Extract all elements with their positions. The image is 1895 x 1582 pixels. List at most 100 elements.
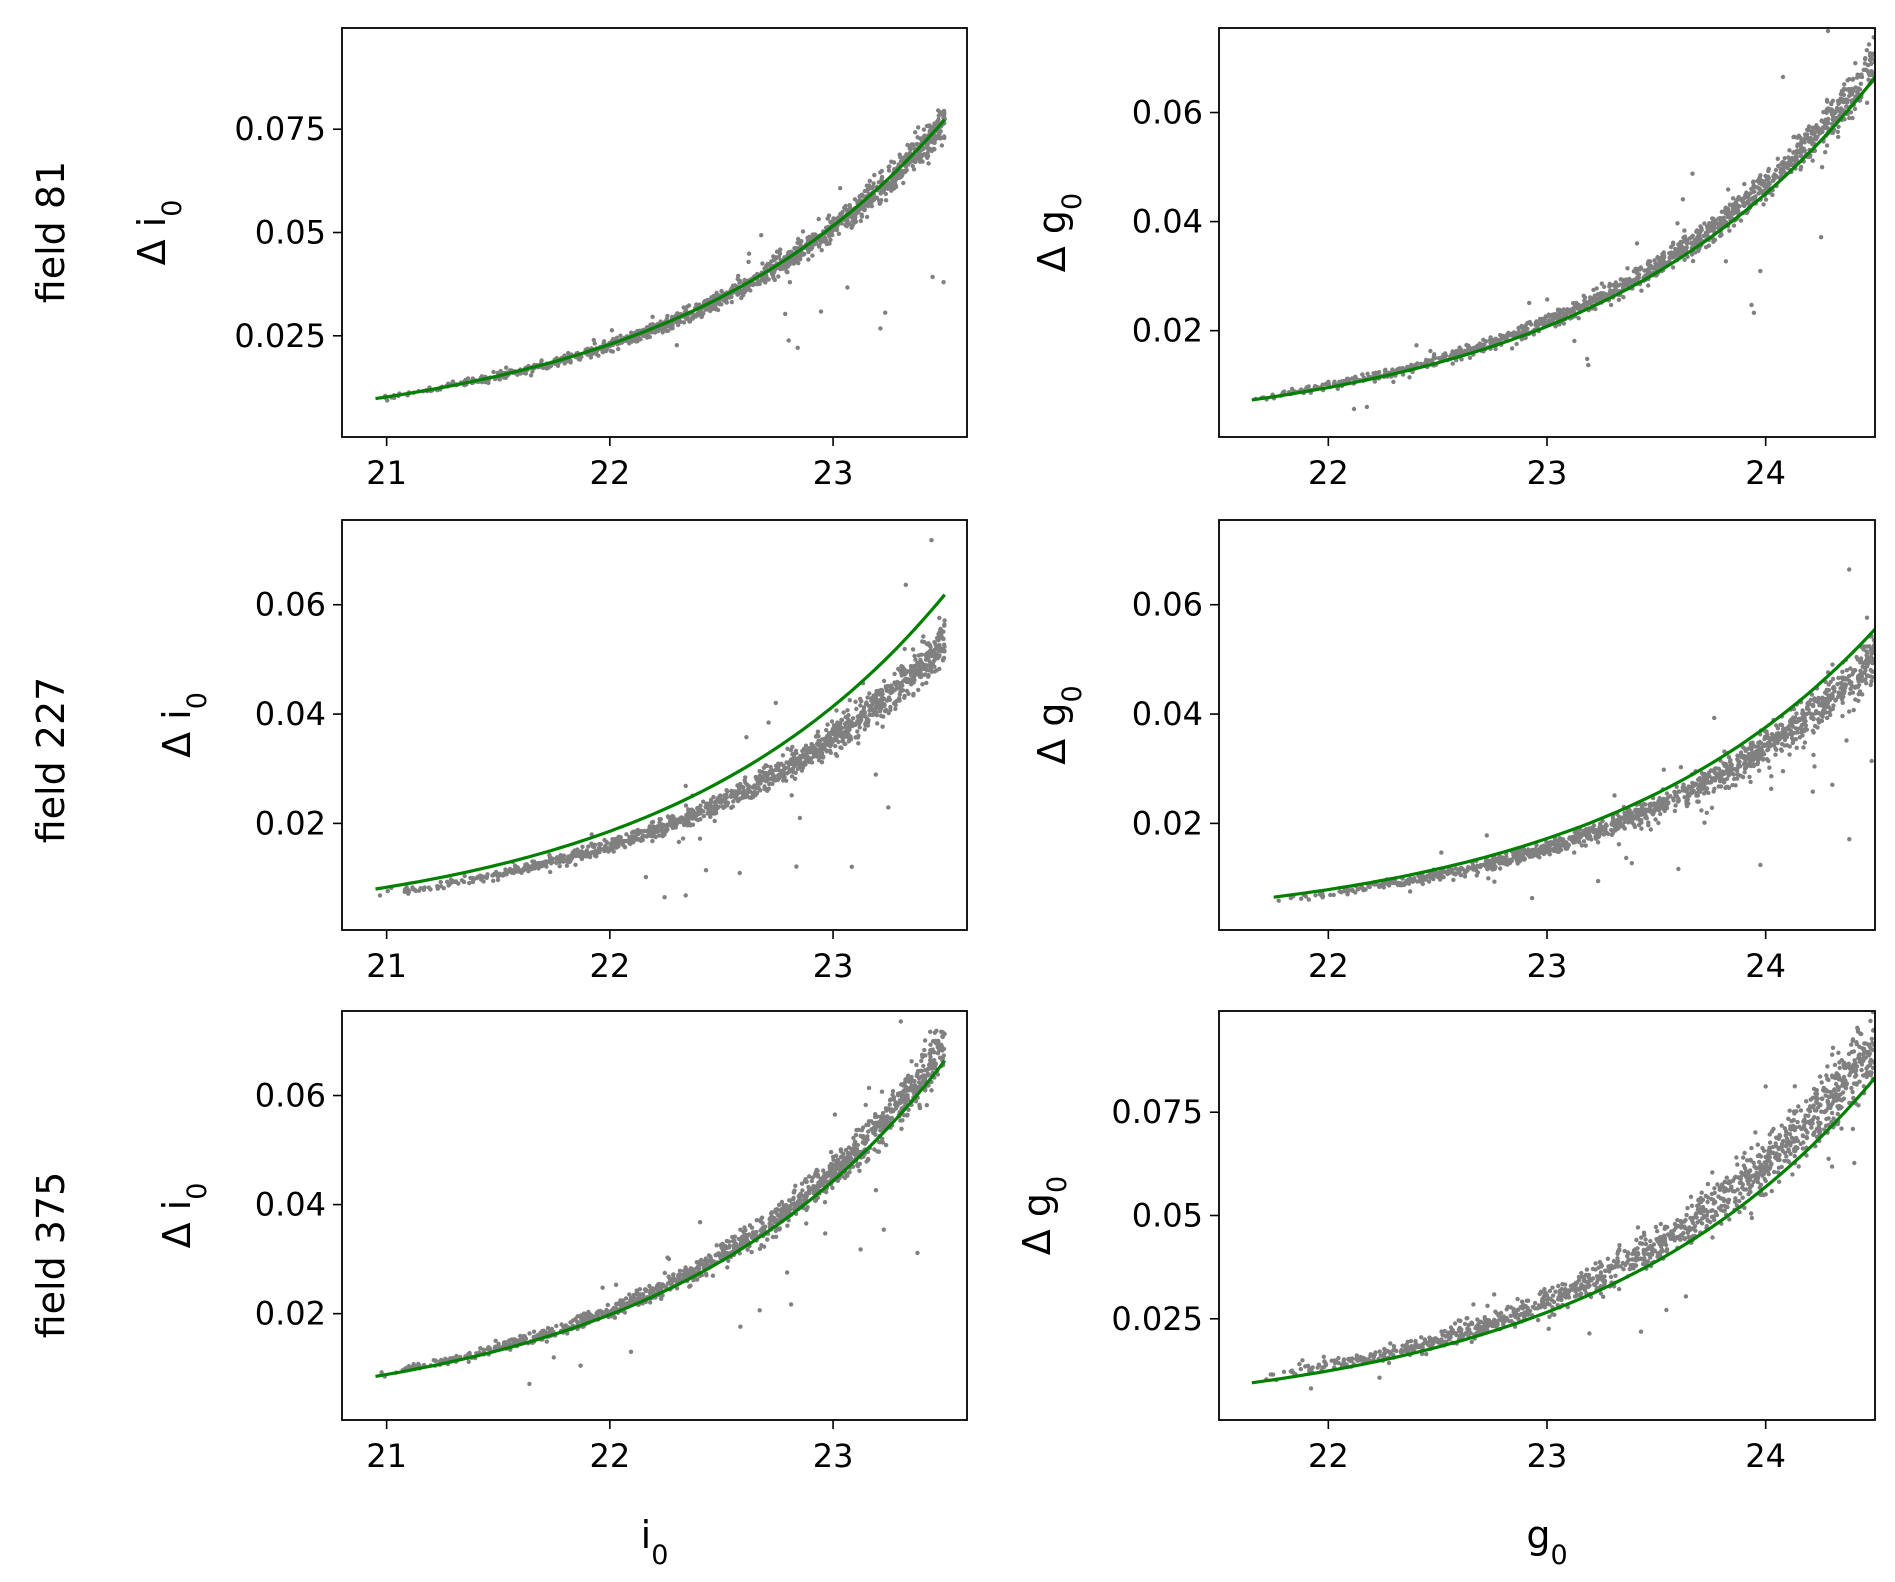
scatter-point	[871, 197, 877, 203]
scatter-point	[1795, 142, 1801, 147]
scatter-point	[881, 678, 887, 684]
scatter-point	[918, 665, 923, 670]
scatter-point	[824, 727, 829, 733]
scatter-point	[1629, 861, 1635, 866]
scatter-point	[1868, 57, 1873, 62]
scatter-point	[628, 841, 633, 846]
scatter-point	[810, 234, 815, 239]
scatter-point	[477, 873, 483, 878]
scatter-point	[529, 867, 534, 872]
scatter-point	[1439, 850, 1444, 855]
scatter-point	[517, 869, 522, 874]
scatter-point	[744, 735, 749, 740]
scatter-point	[1727, 202, 1733, 207]
scatter-point	[884, 685, 889, 691]
scatter-point	[525, 863, 530, 868]
scatter-point	[764, 772, 770, 777]
scatter-point	[875, 721, 880, 726]
scatter-point	[1809, 711, 1814, 717]
label-base: i	[130, 217, 174, 228]
scatter-point	[747, 788, 752, 793]
scatter-point	[1646, 823, 1651, 828]
scatter-point	[735, 798, 741, 804]
scatter-point	[929, 538, 934, 543]
scatter-point	[1345, 892, 1350, 897]
scatter-point	[1451, 877, 1456, 883]
scatter-point	[757, 281, 762, 287]
scatter-point	[1682, 257, 1687, 262]
scatter-point	[1608, 302, 1614, 308]
scatter-point	[1592, 293, 1598, 298]
scatter-point	[1751, 310, 1757, 315]
scatter-point	[627, 341, 632, 346]
scatter-point	[548, 861, 554, 866]
scatter-point	[730, 804, 735, 809]
scatter-point	[819, 750, 825, 756]
scatter-point	[598, 842, 603, 847]
scatter-point	[862, 206, 867, 212]
scatter-point	[1853, 697, 1858, 702]
scatter-point	[1869, 758, 1874, 764]
scatter-point	[1853, 61, 1858, 66]
scatter-point	[716, 301, 721, 306]
scatter-point	[916, 661, 921, 666]
scatter-point	[1773, 752, 1778, 757]
scatter-point	[1499, 336, 1505, 341]
scatter-point	[1844, 738, 1849, 743]
scatter-point	[1702, 820, 1707, 825]
scatter-point	[1820, 709, 1826, 714]
scatter-point	[1671, 240, 1676, 245]
scatter-point	[693, 816, 698, 821]
scatter-point	[883, 310, 888, 315]
scatter-point	[1840, 669, 1845, 674]
scatter-point	[1769, 774, 1774, 779]
scatter-point	[1493, 864, 1498, 870]
scatter-point	[1616, 297, 1622, 302]
scatter-point	[1822, 690, 1828, 695]
scatter-point	[929, 669, 934, 674]
scatter-point	[846, 721, 852, 726]
scatter-point	[820, 755, 826, 760]
scatter-point	[869, 696, 874, 701]
scatter-point	[579, 852, 584, 857]
scatter-point	[665, 814, 671, 819]
scatter-point	[495, 877, 501, 883]
scatter-point	[474, 875, 480, 881]
scatter-point	[898, 689, 903, 694]
scatter-point	[1758, 862, 1763, 868]
scatter-point	[752, 281, 757, 287]
scatter-point	[614, 843, 620, 848]
scatter-point	[862, 727, 867, 732]
scatter-point	[825, 737, 830, 743]
scatter-point	[891, 701, 897, 706]
scatter-point	[1818, 235, 1824, 240]
label-base: i	[155, 709, 199, 720]
scatter-point	[787, 760, 792, 765]
scatter-point	[1579, 843, 1585, 848]
scatter-point	[808, 246, 813, 252]
scatter-point	[689, 807, 694, 812]
scatter-point	[859, 699, 864, 704]
scatter-point	[1838, 96, 1844, 102]
scatter-point	[1722, 749, 1727, 754]
scatter-point	[742, 778, 747, 783]
scatter-point	[1744, 754, 1749, 760]
scatter-point	[656, 833, 662, 838]
scatter-point	[921, 127, 927, 132]
scatter-point	[932, 121, 937, 126]
scatter-point	[929, 653, 935, 659]
scatter-point	[898, 159, 904, 164]
scatter-point	[1836, 124, 1841, 129]
scatter-point	[611, 336, 616, 342]
scatter-point	[1407, 375, 1412, 380]
scatter-point	[1383, 367, 1388, 372]
scatter-point	[701, 813, 706, 819]
scatter-point	[1351, 406, 1357, 412]
scatter-point	[1558, 309, 1563, 314]
scatter-point	[1673, 246, 1678, 252]
scatter-point	[861, 705, 867, 710]
scatter-point	[665, 313, 670, 319]
scatter-point	[1661, 767, 1667, 772]
scatter-point	[1765, 174, 1771, 179]
scatter-point	[916, 687, 921, 693]
